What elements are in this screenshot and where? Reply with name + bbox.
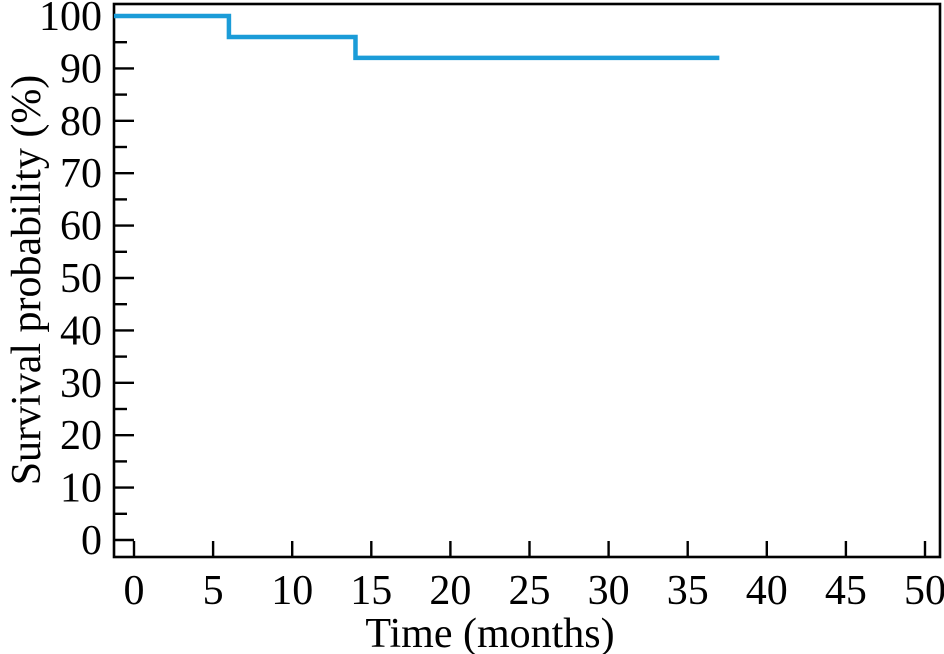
y-tick-label: 10 [60,466,102,512]
x-tick-label: 5 [203,568,224,614]
y-tick-label: 90 [60,46,102,92]
x-tick-label: 45 [825,568,867,614]
x-axis-title: Time (months) [365,611,614,654]
y-tick-label: 70 [60,151,102,197]
x-tick-label: 50 [904,568,944,614]
y-tick-label: 30 [60,361,102,407]
y-tick-label: 20 [60,413,102,459]
x-tick-label: 25 [509,568,551,614]
y-axis-title: Survival probability (%) [4,75,50,486]
plot-area: 0 5 10 15 20 25 30 35 40 45 50 0 10 20 30 40 50 60 70 80 90 1… [39,0,944,614]
plot-frame [112,2,942,559]
x-tick-label: 35 [667,568,709,614]
y-tick-label: 40 [60,308,102,354]
x-tick-label: 10 [271,568,313,614]
x-tick-label: 0 [124,568,145,614]
y-tick-label: 0 [81,518,102,564]
survival-curve [114,13,720,61]
y-tick-label: 50 [60,256,102,302]
y-tick-label: 100 [39,0,102,40]
y-tick-label: 60 [60,204,102,250]
y-tick-label: 80 [60,99,102,145]
x-tick-label: 30 [588,568,630,614]
x-tick-label: 40 [746,568,788,614]
x-tick-label: 15 [350,568,392,614]
x-tick-label: 20 [429,568,471,614]
